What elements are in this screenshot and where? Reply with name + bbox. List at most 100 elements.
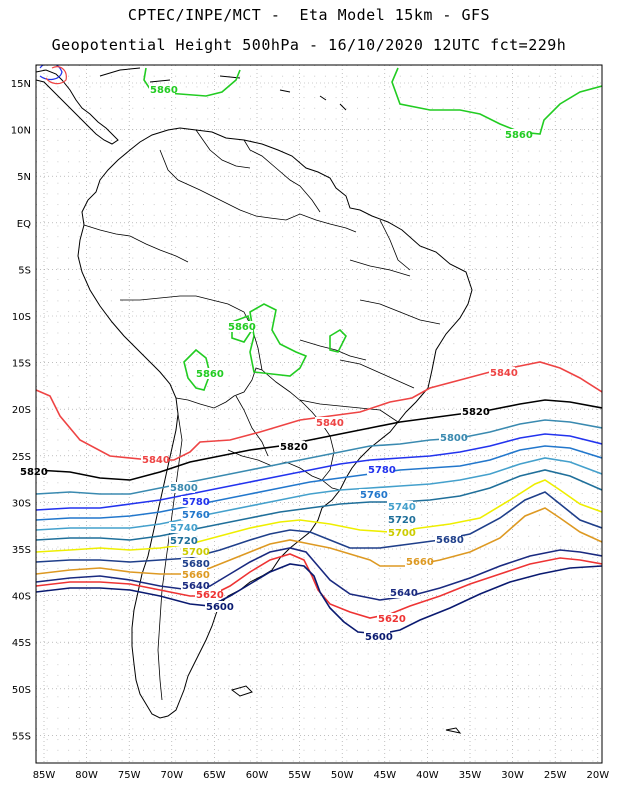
contour-label-background	[169, 522, 195, 533]
contour-label-background	[387, 527, 413, 538]
longitude-tick-label: 50W	[331, 770, 354, 781]
longitude-tick-label: 60W	[246, 770, 269, 781]
contour-label-background	[364, 631, 390, 642]
contour-label-background	[141, 454, 167, 465]
contour-5860-central-a	[249, 303, 308, 377]
latitude-tick-label: 55S	[12, 731, 31, 742]
latitude-tick-label: 10S	[12, 312, 31, 323]
longitude-tick-label: 40W	[416, 770, 439, 781]
latitude-tick-label: 50S	[12, 685, 31, 696]
contour-label: 5700	[182, 547, 210, 558]
contour-label-background	[387, 514, 413, 525]
contour-label: 5600	[206, 602, 234, 613]
contour-label: 5600	[365, 632, 393, 643]
contour-label: 5840	[142, 455, 170, 466]
contour-label-background	[367, 464, 393, 475]
grid-background	[36, 65, 602, 763]
contour-label: 5820	[280, 442, 308, 453]
contour-label: 5780	[182, 497, 210, 508]
contour-5620	[36, 553, 602, 619]
contour-label-background	[227, 321, 253, 332]
latitude-tick-label: 15S	[12, 359, 31, 370]
contour-label-background	[279, 441, 305, 452]
contour-5740	[36, 457, 602, 531]
contour-label: 5860	[505, 130, 533, 141]
longitude-tick-label: 85W	[33, 770, 56, 781]
contour-label: 5820	[20, 467, 48, 478]
contour-label-background	[315, 417, 341, 428]
contour-5820	[36, 399, 602, 481]
latitude-tick-label: EQ	[17, 219, 31, 230]
longitude-tick-label: 55W	[288, 770, 311, 781]
contour-label: 5640	[182, 581, 210, 592]
contour-label: 5620	[378, 614, 406, 625]
contour-label-background	[435, 534, 461, 545]
contour-5680	[36, 491, 602, 563]
contour-label-background	[19, 466, 45, 477]
contour-label: 5660	[406, 557, 434, 568]
contour-5700	[36, 479, 602, 553]
map-frame	[35, 64, 603, 764]
contour-5600	[36, 563, 602, 635]
contour-label: 5680	[182, 559, 210, 570]
title-line-2: Geopotential Height 500hPa - 16/10/2020 …	[51, 36, 567, 54]
contour-label-background	[181, 509, 207, 520]
latitude-tick-label: 5S	[18, 265, 31, 276]
contour-label: 5760	[360, 490, 388, 501]
contour-label-background	[181, 569, 207, 580]
contour-label: 5800	[440, 433, 468, 444]
contour-5860-central-d	[329, 328, 347, 353]
longitude-ticks: 85W 80W 75W 70W 65W 60W 55W 50W 45W 40W 35W 30W 25W 2…	[33, 770, 610, 781]
longitude-tick-label: 20W	[586, 770, 609, 781]
latitude-tick-label: 10N	[11, 126, 31, 137]
latitude-tick-label: 40S	[12, 592, 31, 603]
contour-5860-northeast	[391, 67, 602, 135]
contour-label: 5820	[462, 407, 490, 418]
contour-label-background	[195, 589, 221, 600]
latitude-tick-label: 30S	[12, 498, 31, 509]
contour-label: 5680	[436, 535, 464, 546]
contour-label: 5760	[182, 510, 210, 521]
contour-5800	[36, 419, 602, 495]
south-america-outline	[77, 127, 473, 719]
contour-label: 5860	[196, 369, 224, 380]
contours	[36, 65, 602, 635]
contour-label-background	[181, 546, 207, 557]
contour-label-background	[377, 613, 403, 624]
latitude-tick-label: 35S	[12, 545, 31, 556]
contour-label: 5800	[170, 483, 198, 494]
central-america-outline	[36, 69, 119, 145]
south-georgia	[445, 727, 462, 734]
contour-label-background	[181, 558, 207, 569]
contour-label-background	[149, 84, 175, 95]
contour-label-background	[389, 587, 415, 598]
contour-labels: 5860 5860 5860 5860 5840 5840 5840 5820 5820 5820…	[19, 84, 533, 643]
contour-5720	[36, 469, 602, 541]
caribbean-islands	[99, 67, 347, 111]
contour-5640	[36, 547, 602, 601]
contour-label-background	[205, 601, 231, 612]
contour-label-background	[195, 368, 221, 379]
contour-label: 5720	[170, 536, 198, 547]
contour-label: 5860	[150, 85, 178, 96]
contour-label-background	[181, 580, 207, 591]
longitude-tick-label: 75W	[118, 770, 141, 781]
contour-5860-central-b	[231, 314, 253, 343]
latitude-tick-label: 20S	[12, 405, 31, 416]
contour-label-background	[405, 556, 431, 567]
contour-label: 5740	[388, 502, 416, 513]
contour-label-background	[169, 482, 195, 493]
contour-label-background	[169, 535, 195, 546]
contour-label: 5780	[368, 465, 396, 476]
contour-label: 5860	[228, 322, 256, 333]
title-line-1: CPTEC/INPE/MCT - Eta Model 15km - GFS	[127, 6, 491, 24]
longitude-tick-label: 45W	[373, 770, 396, 781]
contour-label: 5660	[182, 570, 210, 581]
latitude-tick-label: 45S	[12, 638, 31, 649]
longitude-tick-label: 65W	[203, 770, 226, 781]
contour-label: 5840	[316, 418, 344, 429]
contour-label-background	[181, 496, 207, 507]
contour-label: 5740	[170, 523, 198, 534]
falkland-islands	[230, 685, 253, 697]
